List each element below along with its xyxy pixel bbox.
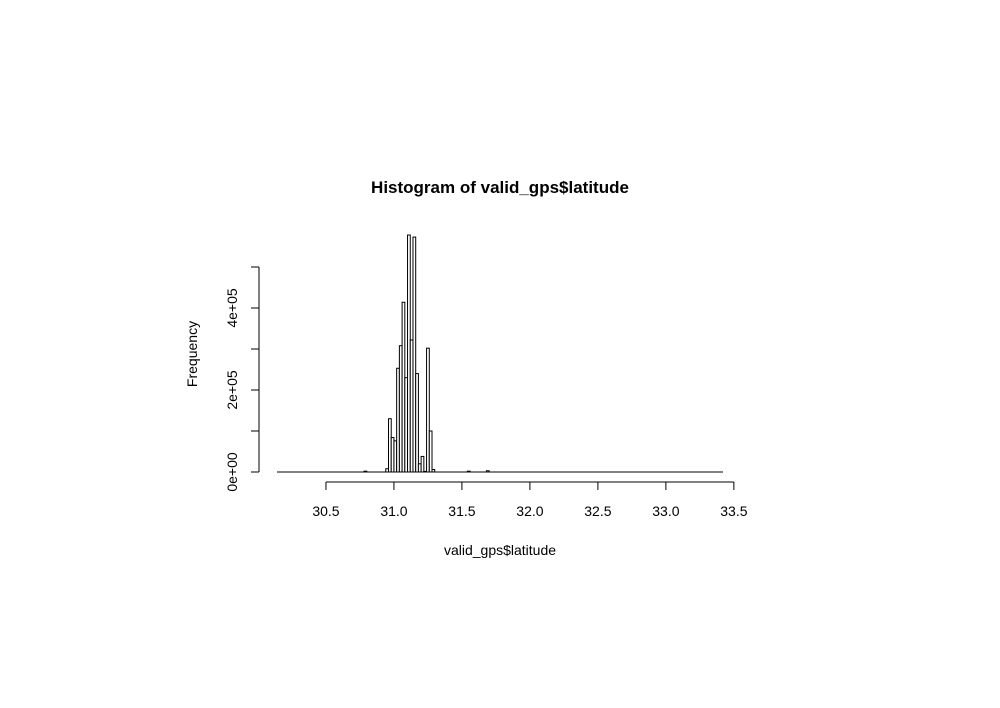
- histogram-bar: [415, 373, 419, 473]
- y-tick-label: 4e+05: [224, 288, 240, 328]
- histogram-bar: [426, 347, 430, 473]
- y-axis-label: Frequency: [184, 321, 200, 387]
- histogram-bar: [412, 236, 417, 473]
- histogram-bar: [466, 470, 471, 473]
- histogram-bar: [363, 470, 368, 473]
- x-tick-label: 30.5: [312, 503, 339, 519]
- x-tick-label: 32.5: [584, 503, 611, 519]
- y-axis: 0e+00 2e+05 4e+05: [224, 266, 260, 492]
- x-tick-label: 33.5: [720, 503, 747, 519]
- x-axis: 30.5 31.0 31.5 32.0 32.5 33.0 33.5: [312, 481, 748, 519]
- x-axis-label: valid_gps$latitude: [444, 542, 556, 558]
- histogram-bar: [428, 430, 433, 473]
- chart-title: Histogram of valid_gps$latitude: [371, 178, 629, 197]
- x-tick-label: 33.0: [652, 503, 679, 519]
- x-tick-label: 31.0: [380, 503, 407, 519]
- histogram-bar: [485, 470, 490, 473]
- histogram-bar: [431, 469, 436, 473]
- histogram-bar: [420, 455, 425, 473]
- x-tick-label: 31.5: [448, 503, 475, 519]
- histogram-bars: [277, 234, 723, 473]
- y-tick-label: 0e+00: [224, 452, 240, 492]
- y-tick-label: 2e+05: [224, 370, 240, 410]
- x-tick-label: 32.0: [516, 503, 543, 519]
